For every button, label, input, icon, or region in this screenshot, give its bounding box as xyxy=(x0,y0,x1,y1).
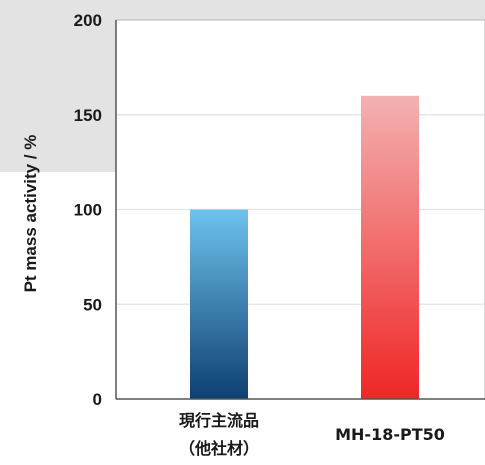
y-tick-labels: 0 50 100 150 200 xyxy=(74,11,102,409)
x-category-label: MH-18-PT50 xyxy=(335,425,445,444)
y-tick-label: 0 xyxy=(93,390,102,409)
y-tick-label: 50 xyxy=(83,295,102,314)
y-tick-label: 100 xyxy=(74,201,102,220)
bar xyxy=(190,209,248,399)
x-category-label: 現行主流品 xyxy=(179,411,259,430)
x-category-labels: 現行主流品 （他社材） MH-18-PT50 xyxy=(179,411,445,458)
y-tick-label: 200 xyxy=(74,11,102,30)
y-axis-title: Pt mass activity / % xyxy=(21,135,40,293)
axes xyxy=(115,20,485,400)
y-tick-label: 150 xyxy=(74,106,102,125)
bars xyxy=(190,95,419,400)
grid-lines xyxy=(116,114,485,305)
bar xyxy=(361,95,419,400)
x-category-label: （他社材） xyxy=(179,439,259,458)
